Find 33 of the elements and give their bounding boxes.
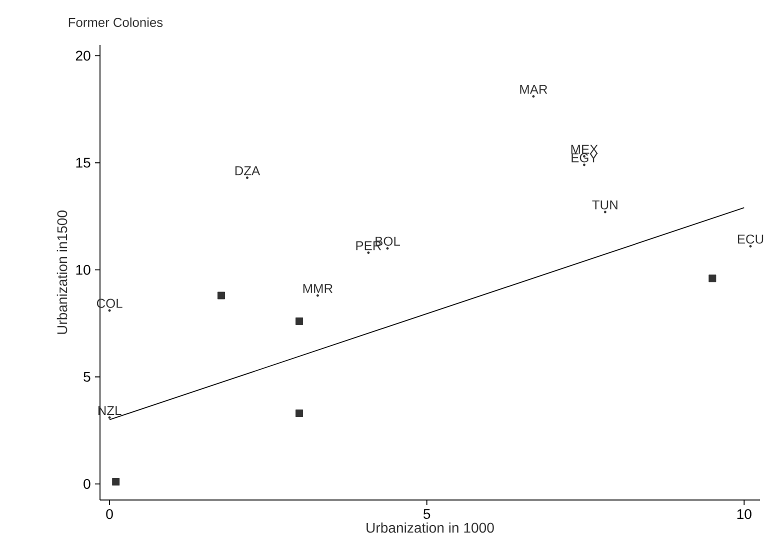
data-label: MAR — [520, 84, 548, 94]
y-tick-label: 5 — [84, 372, 90, 382]
point — [367, 251, 370, 254]
point — [386, 247, 389, 250]
x-tick-label: 5 — [423, 509, 430, 519]
y-tick-label: 15 — [76, 158, 90, 168]
data-label: TUN — [592, 200, 618, 210]
point — [604, 210, 606, 214]
point — [296, 317, 304, 325]
y-tick-label: 0 — [84, 478, 90, 489]
point — [532, 95, 535, 98]
data-label: MEX — [571, 144, 598, 154]
x-tick-label: 10 — [737, 509, 752, 520]
point — [108, 416, 111, 419]
data-label: MMR — [303, 284, 332, 293]
x-axis-title: Urbanization in 1000 — [366, 522, 494, 533]
point — [217, 292, 225, 300]
point — [112, 478, 120, 486]
data-label: ECU — [738, 234, 764, 244]
point — [316, 294, 319, 297]
data-label: EGY — [572, 153, 598, 162]
point — [749, 244, 752, 248]
x-tick-label: 0 — [106, 509, 113, 520]
y-axis-title: Urbanization in1500 — [56, 210, 68, 334]
y-tick-label: 20 — [76, 50, 90, 61]
y-tick-label: 10 — [76, 264, 90, 275]
point — [708, 274, 716, 282]
data-label: DZA — [235, 166, 260, 176]
point — [296, 410, 304, 418]
point — [246, 176, 249, 180]
point — [582, 164, 586, 166]
point — [108, 309, 111, 312]
chart-title: Former Colonies — [68, 18, 163, 27]
